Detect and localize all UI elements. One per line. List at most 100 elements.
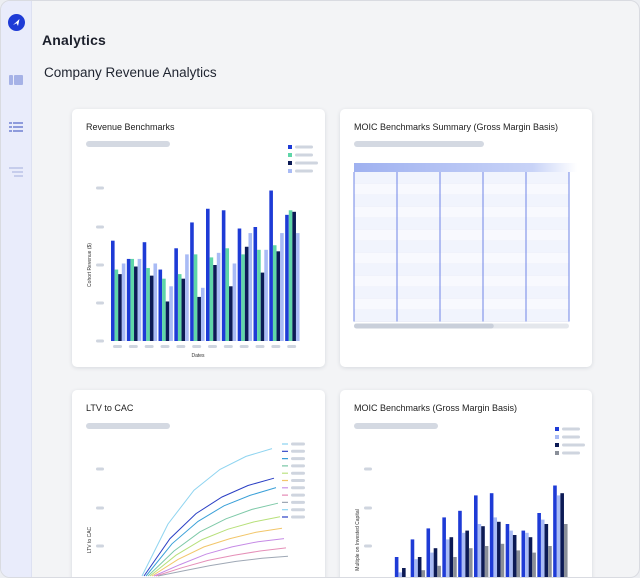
- bar: [137, 258, 142, 341]
- legend-label: [291, 486, 305, 490]
- legend-label: [291, 464, 305, 468]
- y-tick-label: [96, 467, 104, 471]
- bar: [295, 233, 300, 341]
- table-header: [354, 163, 577, 172]
- bar: [142, 242, 147, 341]
- legend-label: [562, 451, 580, 455]
- x-tick-label: [287, 345, 297, 348]
- bar: [426, 528, 431, 577]
- bar: [484, 546, 489, 577]
- series-line: [155, 547, 287, 577]
- dashboard-icon[interactable]: [9, 74, 23, 86]
- bar: [225, 248, 230, 341]
- bar: [206, 208, 210, 341]
- card-title: LTV to CAC: [86, 403, 134, 413]
- x-tick-label: [208, 345, 217, 348]
- bar: [437, 565, 441, 577]
- y-tick-label: [96, 544, 104, 548]
- list-icon[interactable]: [9, 121, 23, 133]
- ltv-to-cac-card[interactable]: LTV to CAC LTV to CAC: [72, 390, 325, 577]
- filter-icon[interactable]: [9, 167, 23, 179]
- table-row: [354, 252, 569, 264]
- bar: [474, 495, 478, 577]
- legend-label: [562, 435, 580, 439]
- bar: [417, 557, 422, 577]
- bar: [165, 301, 170, 341]
- ltv-line-chart: LTV to CAC: [87, 442, 305, 577]
- moic-benchmarks-card[interactable]: MOIC Benchmarks (Gross Margin Basis) Mul…: [340, 390, 592, 577]
- bar: [276, 251, 281, 341]
- bar: [130, 258, 135, 341]
- series-line: [157, 555, 289, 577]
- revenue-benchmarks-card[interactable]: Revenue Benchmarks Dates Cohort Revenue (…: [72, 109, 325, 367]
- table-row: [354, 287, 569, 299]
- legend-label: [291, 442, 305, 446]
- legend-swatch: [288, 161, 292, 165]
- bar: [465, 530, 469, 577]
- bar: [269, 190, 273, 341]
- bar: [516, 550, 521, 577]
- legend-swatch: [288, 169, 292, 173]
- bar: [468, 548, 473, 577]
- bar: [241, 254, 245, 341]
- legend-label: [291, 508, 305, 512]
- bar: [149, 275, 154, 341]
- x-tick-label: [239, 345, 249, 348]
- bar: [126, 258, 131, 341]
- bar: [540, 519, 545, 577]
- bar: [190, 222, 194, 341]
- bar: [560, 493, 564, 577]
- table-row: [354, 241, 569, 253]
- subtitle-placeholder: [86, 141, 170, 147]
- series-line: [151, 527, 283, 577]
- bar: [489, 493, 494, 577]
- bar: [512, 535, 517, 577]
- bar: [121, 263, 126, 341]
- series-line: [141, 448, 273, 577]
- bar: [449, 537, 454, 577]
- card-title: MOIC Benchmarks (Gross Margin Basis): [354, 403, 518, 413]
- bar: [410, 539, 415, 577]
- series-line: [153, 538, 285, 577]
- bar: [445, 539, 450, 577]
- y-tick-label: [96, 225, 104, 229]
- bar: [528, 537, 533, 577]
- bar: [257, 249, 261, 341]
- bar: [500, 543, 505, 577]
- x-tick-label: [144, 345, 154, 348]
- legend-label: [295, 153, 313, 157]
- bar: [253, 227, 258, 341]
- bar: [162, 278, 166, 341]
- bar: [174, 248, 178, 341]
- app-logo[interactable]: [8, 14, 25, 31]
- bar: [414, 559, 418, 577]
- subtitle-placeholder: [354, 423, 438, 429]
- x-tick-label: [128, 345, 138, 348]
- bar: [288, 210, 293, 341]
- sidebar: [1, 1, 32, 577]
- bar: [544, 524, 549, 577]
- moic-bar-chart: Multiple on Invested Capital: [355, 427, 585, 577]
- bar: [221, 210, 226, 341]
- legend-swatch: [288, 153, 292, 157]
- series-line: [149, 516, 281, 577]
- y-axis-label: Cohort Revenue ($): [87, 243, 93, 287]
- legend-swatch: [288, 145, 292, 149]
- bar: [461, 532, 466, 577]
- moic-summary-card[interactable]: MOIC Benchmarks Summary (Gross Margin Ba…: [340, 109, 592, 367]
- table-row: [354, 218, 569, 230]
- y-tick-label: [96, 506, 104, 510]
- legend-label: [562, 427, 580, 431]
- horizontal-scrollbar-thumb: [354, 323, 494, 329]
- bar: [481, 526, 485, 577]
- x-tick-label: [160, 345, 170, 348]
- page-title: Company Revenue Analytics: [44, 65, 217, 80]
- table-row: [354, 310, 569, 322]
- bar: [442, 517, 446, 577]
- bar: [505, 524, 510, 577]
- bar: [272, 245, 277, 341]
- bar: [285, 214, 289, 341]
- x-tick-label: [113, 345, 122, 348]
- bar: [556, 495, 561, 577]
- bar: [493, 517, 498, 577]
